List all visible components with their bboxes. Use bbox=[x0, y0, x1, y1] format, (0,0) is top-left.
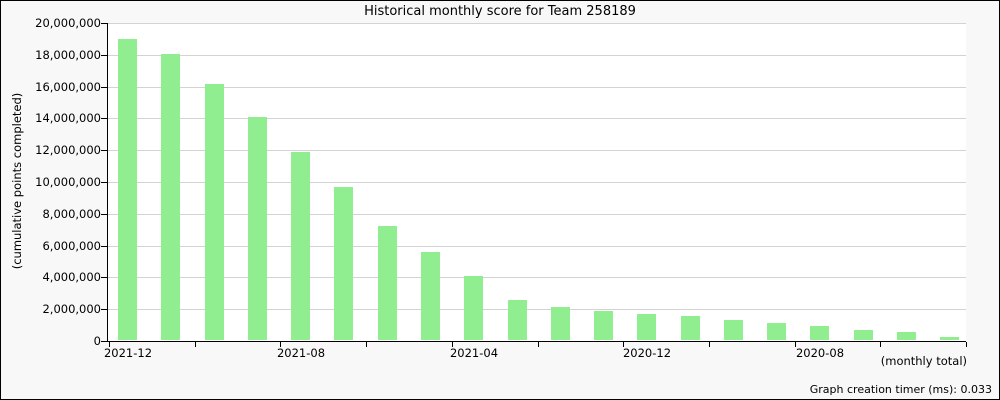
bar bbox=[248, 117, 267, 340]
y-gridline bbox=[107, 182, 966, 183]
y-axis-tick bbox=[101, 23, 107, 24]
x-axis-tick bbox=[880, 342, 881, 347]
y-gridline bbox=[107, 277, 966, 278]
y-gridline bbox=[107, 246, 966, 247]
bar bbox=[854, 330, 873, 340]
y-tick-label: 14,000,000 bbox=[35, 111, 101, 125]
y-tick-label: 16,000,000 bbox=[35, 80, 101, 94]
y-tick-label: 2,000,000 bbox=[42, 302, 101, 316]
bar bbox=[897, 332, 916, 340]
x-axis-tick bbox=[623, 342, 624, 347]
y-axis-tick bbox=[101, 87, 107, 88]
y-axis-tick bbox=[101, 246, 107, 247]
y-tick-label: 8,000,000 bbox=[42, 207, 101, 221]
bar bbox=[118, 39, 137, 340]
y-gridline bbox=[107, 150, 966, 151]
y-gridline bbox=[107, 23, 966, 24]
bar bbox=[464, 276, 483, 340]
bar bbox=[508, 300, 527, 340]
y-axis-tick bbox=[101, 150, 107, 151]
x-axis-tick bbox=[709, 342, 710, 347]
x-tick-label: 2021-08 bbox=[276, 346, 326, 360]
x-tick-label: 2020-08 bbox=[795, 346, 845, 360]
x-axis-tick bbox=[280, 342, 281, 347]
bar bbox=[161, 54, 180, 340]
x-axis-tick bbox=[538, 342, 539, 347]
x-tick-label: 2020-12 bbox=[622, 346, 672, 360]
bar bbox=[810, 326, 829, 340]
x-axis-line bbox=[107, 341, 966, 342]
bar bbox=[291, 152, 310, 340]
y-tick-label: 18,000,000 bbox=[35, 48, 101, 62]
y-tick-label: 6,000,000 bbox=[42, 239, 101, 253]
bar bbox=[551, 307, 570, 340]
x-tick-label: 2021-12 bbox=[103, 346, 153, 360]
y-axis-tick bbox=[101, 55, 107, 56]
y-gridline bbox=[107, 55, 966, 56]
bar bbox=[767, 323, 786, 340]
y-gridline bbox=[107, 214, 966, 215]
plot-area bbox=[107, 23, 966, 341]
y-gridline bbox=[107, 118, 966, 119]
y-tick-label: 4,000,000 bbox=[42, 270, 101, 284]
y-axis-line bbox=[107, 23, 108, 342]
bar bbox=[724, 320, 743, 340]
y-gridline bbox=[107, 87, 966, 88]
y-tick-label: 12,000,000 bbox=[35, 143, 101, 157]
y-axis-tick bbox=[101, 182, 107, 183]
y-tick-label: 20,000,000 bbox=[35, 16, 101, 30]
bar bbox=[637, 314, 656, 340]
bar bbox=[205, 84, 224, 340]
y-tick-label: 10,000,000 bbox=[35, 175, 101, 189]
x-axis-tick bbox=[195, 342, 196, 347]
y-axis-tick bbox=[101, 277, 107, 278]
y-axis-tick bbox=[101, 341, 107, 342]
bar bbox=[594, 311, 613, 340]
x-axis-tick bbox=[966, 342, 967, 347]
bar bbox=[940, 337, 959, 340]
x-tick-label: 2021-04 bbox=[449, 346, 499, 360]
y-axis-tick bbox=[101, 214, 107, 215]
bar bbox=[681, 316, 700, 340]
x-axis-tick bbox=[109, 342, 110, 347]
x-axis-tick bbox=[366, 342, 367, 347]
graph-timer: Graph creation timer (ms): 0.033 bbox=[809, 383, 992, 396]
bar bbox=[334, 187, 353, 340]
y-tick-label: 0 bbox=[93, 334, 101, 348]
y-axis-tick bbox=[101, 118, 107, 119]
y-gridline bbox=[107, 309, 966, 310]
x-axis-tick bbox=[452, 342, 453, 347]
x-axis-tick bbox=[795, 342, 796, 347]
y-axis-tick bbox=[101, 309, 107, 310]
chart-title: Historical monthly score for Team 258189 bbox=[364, 4, 636, 19]
bar bbox=[378, 226, 397, 340]
bar bbox=[421, 252, 440, 340]
x-axis-note: (monthly total) bbox=[880, 354, 967, 368]
